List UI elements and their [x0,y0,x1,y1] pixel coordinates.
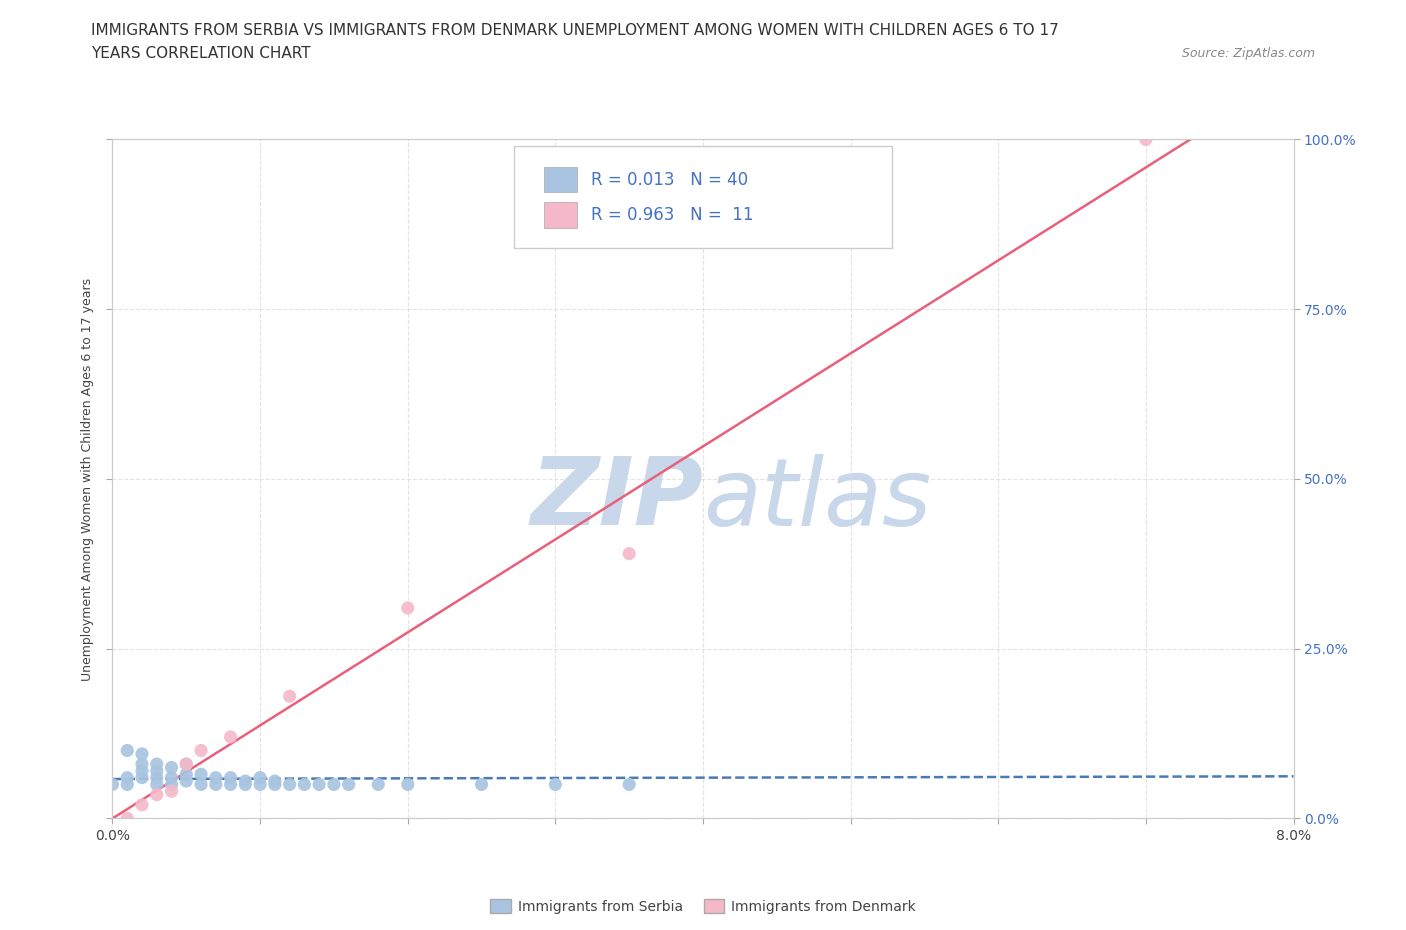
Point [131,747,153,762]
Point [396,601,419,616]
Point [249,770,271,785]
Point [160,760,183,775]
Point [471,777,494,792]
Point [249,777,271,792]
Point [544,777,567,792]
Point [117,770,138,785]
Text: ZIP: ZIP [530,453,703,545]
Point [367,777,389,792]
Point [190,777,212,792]
Y-axis label: Unemployment Among Women with Children Ages 6 to 17 years: Unemployment Among Women with Children A… [80,277,94,681]
Point [219,770,242,785]
Point [219,777,242,792]
FancyBboxPatch shape [544,202,576,228]
Point [146,770,169,785]
Point [205,770,228,785]
Text: atlas: atlas [703,454,931,545]
Text: YEARS CORRELATION CHART: YEARS CORRELATION CHART [91,46,311,61]
Point [308,777,330,792]
FancyBboxPatch shape [544,166,576,193]
Legend: Immigrants from Serbia, Immigrants from Denmark: Immigrants from Serbia, Immigrants from … [484,893,922,919]
FancyBboxPatch shape [515,146,891,248]
Point [278,777,301,792]
Point [233,777,256,792]
Point [619,777,641,792]
Point [174,757,197,772]
Point [146,787,169,802]
Point [160,784,183,799]
Point [278,689,301,704]
Text: R = 0.013   N = 40: R = 0.013 N = 40 [591,170,748,189]
Point [117,811,138,826]
Point [101,777,124,792]
Point [146,764,169,778]
Point [131,757,153,772]
Text: IMMIGRANTS FROM SERBIA VS IMMIGRANTS FROM DENMARK UNEMPLOYMENT AMONG WOMEN WITH : IMMIGRANTS FROM SERBIA VS IMMIGRANTS FRO… [91,23,1059,38]
Point [219,729,242,744]
Point [264,777,287,792]
Point [131,797,153,812]
Point [264,774,287,789]
Point [131,764,153,778]
Point [233,774,256,789]
Point [146,757,169,772]
Point [1135,132,1157,147]
Point [190,767,212,782]
Point [160,770,183,785]
Text: Source: ZipAtlas.com: Source: ZipAtlas.com [1181,46,1315,60]
Point [131,770,153,785]
Point [337,777,360,792]
Point [396,777,419,792]
Point [323,777,346,792]
Point [292,777,315,792]
Point [174,757,197,772]
Text: R = 0.963   N =  11: R = 0.963 N = 11 [591,206,754,224]
Point [174,774,197,789]
Point [190,743,212,758]
Point [205,777,228,792]
Point [160,777,183,792]
Point [117,743,138,758]
Point [619,546,641,561]
Point [117,777,138,792]
Point [146,777,169,792]
Point [174,767,197,782]
